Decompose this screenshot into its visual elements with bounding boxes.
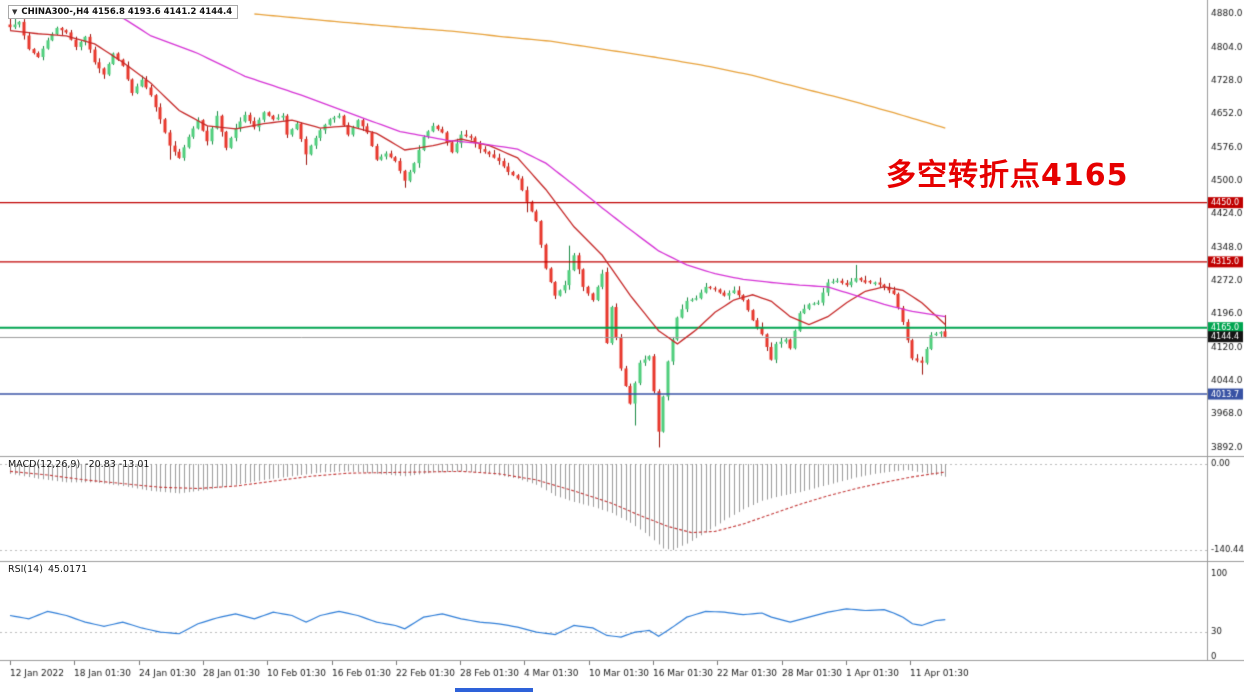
macd-name: MACD(12,26,9) — [8, 459, 81, 470]
symbol-ohlc-text: CHINA300-,H4 4156.8 4193.6 4141.2 4144.4 — [21, 7, 233, 17]
rsi-label: RSI(14) 45.0171 — [8, 564, 87, 575]
rsi-name: RSI(14) — [8, 564, 43, 575]
macd-values: -20.83 -13.01 — [85, 459, 150, 470]
chart-menu-icon[interactable]: ▼ — [12, 8, 18, 16]
symbol-ohlc-box: ▼ CHINA300-,H4 4156.8 4193.6 4141.2 4144… — [8, 5, 239, 19]
taskbar-fragment — [455, 688, 533, 692]
annotation-text[interactable]: 多空转折点4165 — [886, 158, 1129, 193]
rsi-value: 45.0171 — [47, 564, 88, 575]
macd-label: MACD(12,26,9) -20.83 -13.01 — [8, 459, 149, 470]
